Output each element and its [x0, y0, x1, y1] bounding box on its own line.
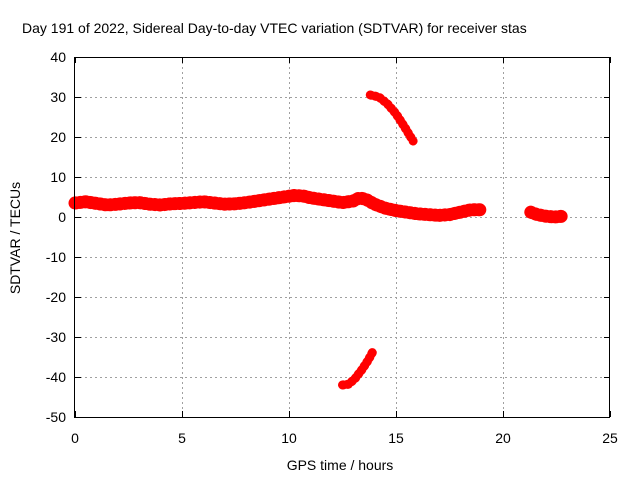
plot-frame — [74, 57, 610, 418]
x-tick-label: 25 — [602, 430, 618, 446]
x-axis-title: GPS time / hours — [287, 457, 394, 473]
x-tick-label: 10 — [281, 430, 297, 446]
y-tick-label: 30 — [50, 89, 66, 105]
y-tick-labels: -50 -40 -30 -20 -10 0 10 20 30 40 — [46, 49, 66, 425]
y-tick-label: 40 — [50, 49, 66, 65]
x-tick-label: 0 — [71, 430, 79, 446]
x-tick-label: 20 — [495, 430, 511, 446]
y-tick-label: -10 — [46, 249, 66, 265]
y-tick-label: 10 — [50, 169, 66, 185]
y-tick-label: 20 — [50, 129, 66, 145]
grid — [75, 57, 610, 417]
series-layer — [68, 90, 570, 390]
y-tick-label: -40 — [46, 369, 66, 385]
y-tick-label: -50 — [46, 409, 66, 425]
series-lower-arc-texture — [338, 347, 377, 390]
y-axis-title: SDTVAR / TECUs — [7, 182, 23, 294]
x-tick-labels: 0 5 10 15 20 25 — [71, 430, 618, 446]
chart-title: Day 191 of 2022, Sidereal Day-to-day VTE… — [22, 20, 527, 36]
x-tick-label: 15 — [388, 430, 404, 446]
series-upper-arc-texture — [365, 90, 418, 146]
series-main-texture — [68, 188, 489, 222]
y-tick-label: -20 — [46, 289, 66, 305]
y-tick-label: -30 — [46, 329, 66, 345]
ticks — [75, 57, 611, 418]
series-late-segment-texture — [524, 205, 570, 224]
y-tick-label: 0 — [58, 209, 66, 225]
x-tick-label: 5 — [178, 430, 186, 446]
